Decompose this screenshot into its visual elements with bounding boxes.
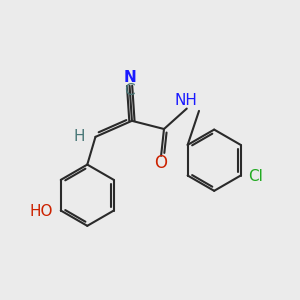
- Text: Cl: Cl: [248, 169, 263, 184]
- Text: NH: NH: [175, 93, 198, 108]
- Text: C: C: [124, 83, 134, 98]
- Text: O: O: [154, 154, 167, 172]
- Text: HO: HO: [30, 204, 53, 219]
- Text: H: H: [74, 129, 85, 144]
- Text: N: N: [124, 70, 136, 85]
